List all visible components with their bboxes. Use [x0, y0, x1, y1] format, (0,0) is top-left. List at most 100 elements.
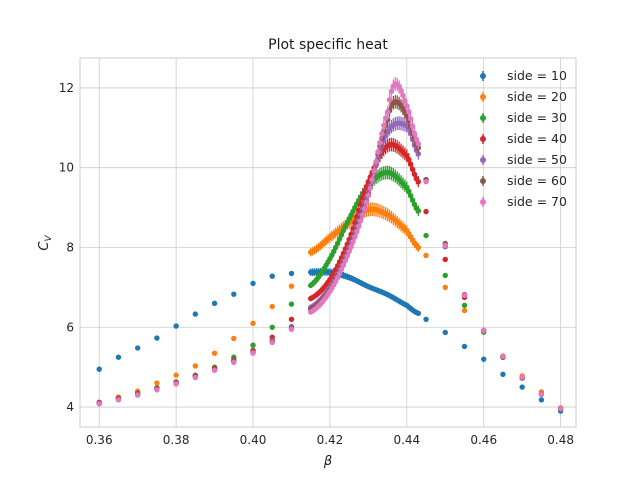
- data-point: [348, 243, 354, 250]
- data-layer: [96, 77, 564, 414]
- data-point: [269, 273, 275, 279]
- legend-marker: [480, 136, 486, 142]
- data-point: [461, 292, 468, 299]
- data-point: [346, 248, 352, 255]
- data-point: [384, 109, 391, 115]
- data-point: [231, 359, 237, 366]
- data-point: [461, 343, 468, 350]
- data-point: [557, 405, 564, 412]
- legend-label: side = 20: [507, 89, 567, 104]
- grid: [80, 58, 576, 427]
- data-point: [288, 283, 295, 289]
- tick-labels: 0.36 0.38 0.40 0.42 0.44 0.46 0.48 4 6 8 10 12: [59, 81, 574, 447]
- data-point: [415, 244, 422, 251]
- x-tick-label: 0.44: [393, 433, 420, 447]
- y-axis-label: CV: [37, 235, 54, 251]
- data-point: [423, 232, 429, 239]
- data-point: [115, 354, 122, 360]
- data-point: [423, 316, 429, 322]
- data-point: [423, 178, 429, 185]
- data-point: [481, 356, 487, 362]
- legend-marker: [480, 178, 486, 184]
- legend-label: side = 40: [507, 131, 567, 146]
- y-axis-label-sub: V: [44, 235, 54, 242]
- data-point: [250, 342, 256, 348]
- data-point: [288, 326, 295, 332]
- data-point: [369, 177, 375, 183]
- data-point: [173, 372, 179, 378]
- y-tick-label: 10: [59, 161, 74, 175]
- data-point: [415, 310, 422, 317]
- data-point: [192, 374, 199, 381]
- data-point: [356, 223, 362, 229]
- data-point: [344, 253, 350, 259]
- data-point: [211, 350, 218, 356]
- x-tick-label: 0.36: [86, 433, 113, 447]
- data-point: [250, 280, 256, 287]
- data-point: [375, 149, 381, 155]
- y-tick-label: 8: [66, 240, 74, 254]
- series-7: [96, 77, 564, 412]
- data-point: [115, 397, 122, 403]
- legend-label: side = 70: [507, 194, 567, 209]
- y-tick-label: 12: [59, 81, 74, 95]
- data-point: [371, 168, 377, 174]
- data-point: [423, 208, 429, 215]
- data-point: [386, 97, 393, 103]
- data-point: [481, 327, 487, 334]
- data-point: [96, 366, 102, 372]
- legend: side = 10 side = 20 side = 30 side = 40 side…: [480, 68, 567, 209]
- data-point: [154, 335, 160, 341]
- data-point: [407, 116, 414, 122]
- data-point: [211, 367, 218, 374]
- data-point: [250, 320, 256, 326]
- data-point: [361, 206, 368, 212]
- data-point: [461, 307, 468, 314]
- data-point: [415, 178, 422, 185]
- data-point: [154, 380, 160, 386]
- data-point: [359, 212, 366, 218]
- data-point: [269, 339, 275, 346]
- data-point: [288, 270, 295, 277]
- data-point: [288, 316, 295, 322]
- data-point: [442, 329, 448, 336]
- legend-marker: [480, 73, 486, 79]
- data-point: [134, 392, 141, 398]
- data-point: [231, 335, 237, 342]
- x-tick-label: 0.42: [317, 433, 344, 447]
- data-point: [409, 123, 416, 129]
- data-point: [423, 252, 429, 259]
- data-point: [415, 151, 422, 157]
- data-point: [500, 371, 506, 378]
- data-point: [192, 363, 199, 369]
- data-point: [354, 228, 360, 235]
- data-point: [250, 350, 256, 356]
- legend-marker: [480, 94, 486, 100]
- data-point: [342, 258, 349, 264]
- data-point: [415, 208, 422, 214]
- data-point: [211, 300, 218, 307]
- data-point: [340, 262, 347, 268]
- x-tick-label: 0.40: [240, 433, 267, 447]
- data-point: [442, 272, 448, 279]
- data-point: [377, 139, 383, 146]
- data-point: [173, 323, 179, 329]
- x-axis-label: β: [323, 454, 332, 469]
- legend-label: side = 30: [507, 110, 567, 125]
- y-tick-label: 4: [66, 400, 74, 414]
- data-point: [461, 302, 468, 309]
- x-tick-label: 0.46: [470, 433, 497, 447]
- data-point: [415, 141, 422, 147]
- data-point: [363, 199, 370, 206]
- data-point: [373, 158, 379, 165]
- data-point: [192, 311, 199, 317]
- data-point: [381, 122, 387, 129]
- x-tick-label: 0.38: [163, 433, 190, 447]
- data-point: [365, 192, 372, 199]
- data-point: [519, 384, 525, 390]
- x-tick-label: 0.48: [547, 433, 574, 447]
- data-point: [442, 242, 448, 249]
- y-tick-label: 6: [66, 320, 74, 334]
